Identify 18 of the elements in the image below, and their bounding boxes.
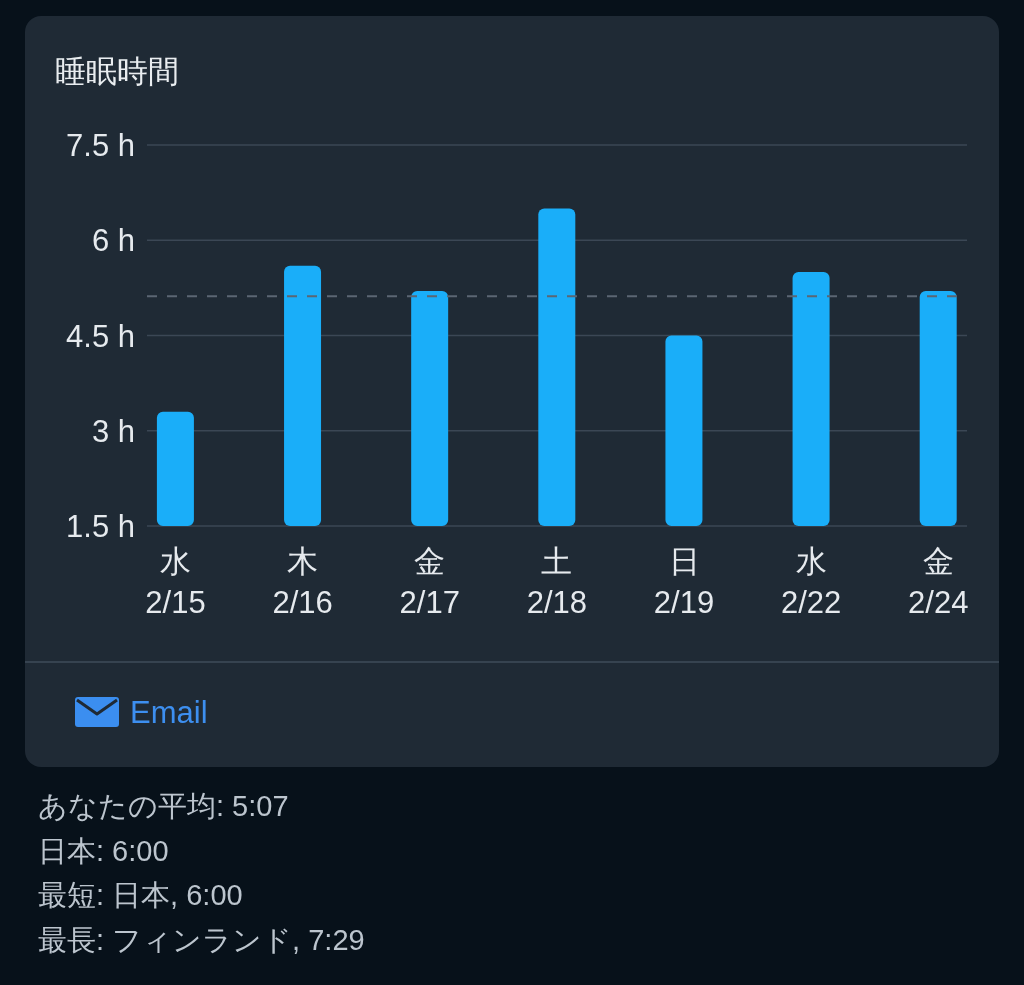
- x-tick-label: 金 2/24: [908, 544, 969, 620]
- x-tick-label: 金 2/17: [399, 544, 460, 620]
- x-tick-label: 日 2/19: [653, 544, 715, 620]
- x-tick-label: 土 2/18: [526, 544, 588, 620]
- y-tick-label: 1.5 h: [66, 509, 135, 545]
- x-tick-label: 木 2/16: [272, 544, 333, 620]
- y-tick-label: 6 h: [91, 223, 135, 259]
- text: 最短: 日本, 6:00: [38, 878, 244, 913]
- text: 最長: フィンランド, 7:29: [38, 922, 365, 958]
- text: Email: [130, 695, 208, 731]
- text: あなたの平均: 5:07: [38, 789, 290, 824]
- y-tick-label: 3 h: [91, 413, 135, 449]
- y-tick-label: 7.5 h: [66, 128, 135, 164]
- x-tick-label: 水 2/22: [780, 544, 842, 620]
- x-tick-label: 水 2/15: [145, 544, 206, 620]
- chart-title: 睡眠時間: [55, 54, 179, 90]
- y-tick-label: 4.5 h: [66, 318, 135, 354]
- text: 日本: 6:00: [38, 833, 170, 869]
